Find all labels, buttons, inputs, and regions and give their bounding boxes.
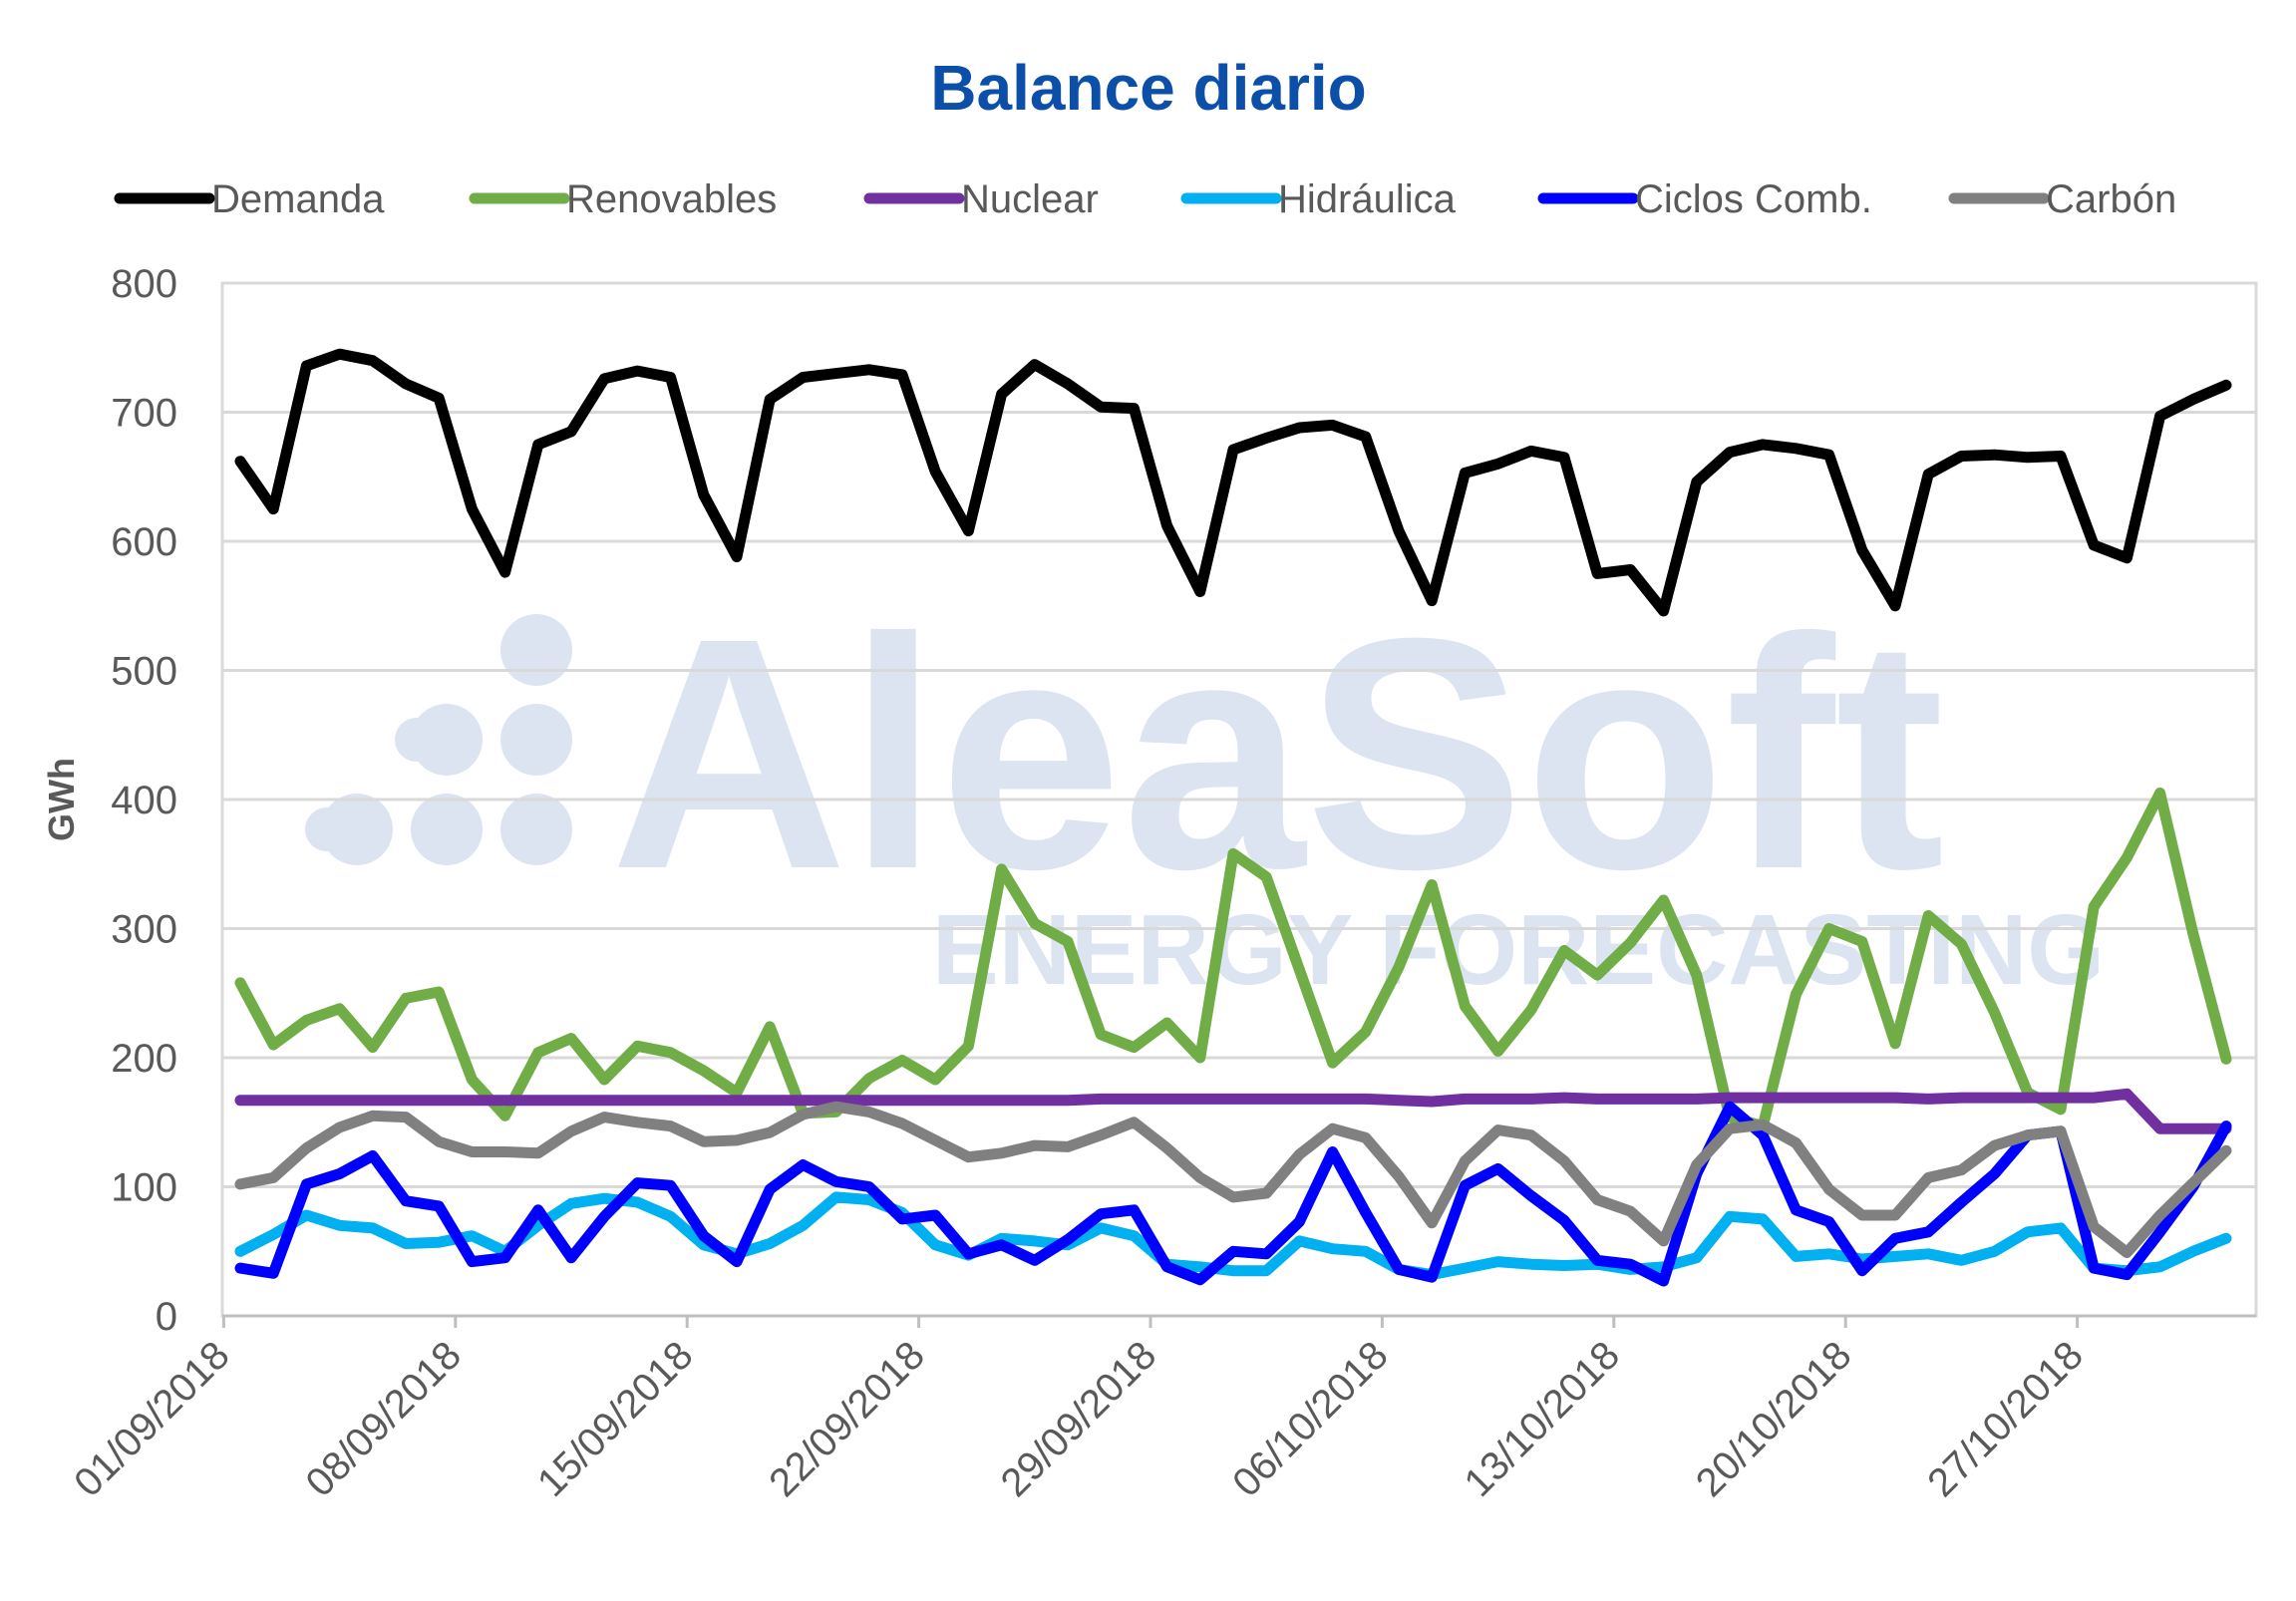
legend-label-5: Carbón	[2046, 177, 2176, 221]
x-tick-label: 15/09/2018	[529, 1333, 702, 1505]
legend-label-4: Ciclos Comb.	[1635, 177, 1872, 221]
series-line-4	[234, 1101, 2232, 1287]
series-lines	[234, 348, 2232, 1287]
series-line-0	[234, 348, 2232, 617]
y-tick-label: 700	[111, 392, 177, 436]
y-tick-label: 800	[111, 262, 177, 306]
y-axis: 0 100 200 300 400 500 600 700 800	[111, 262, 177, 1339]
gridlines	[222, 411, 2256, 1188]
x-tick-label: 20/10/2018	[1688, 1333, 1860, 1505]
x-tick-label: 29/09/2018	[993, 1333, 1165, 1505]
legend-label-3: Hidráulica	[1278, 177, 1457, 221]
y-tick-label: 400	[111, 779, 177, 822]
y-tick-label: 200	[111, 1037, 177, 1081]
x-tick-label: 01/09/2018	[66, 1333, 238, 1505]
y-tick-label: 500	[111, 650, 177, 694]
y-tick-label: 300	[111, 908, 177, 952]
watermark-logo-dots	[305, 614, 572, 865]
chart-title: Balance diario	[930, 52, 1367, 124]
watermark-main-text: AleaSoft	[610, 569, 1945, 937]
watermark: AleaSoft ENERGY FORECASTING	[305, 569, 2105, 1006]
legend: Demanda Renovables Nuclear Hidráulica Ciclos…	[114, 177, 2176, 221]
legend-label-0: Demanda	[211, 177, 385, 221]
series-line-5	[234, 1101, 2232, 1258]
series-line-1	[234, 788, 2232, 1132]
x-tick-label: 06/10/2018	[1224, 1333, 1397, 1505]
x-tick-label: 08/09/2018	[297, 1333, 470, 1505]
y-axis-label: GWh	[41, 758, 82, 841]
x-tick-label: 22/09/2018	[761, 1333, 933, 1505]
series-line-2	[234, 1088, 2232, 1134]
x-axis: 01/09/2018 08/09/2018 15/09/2018 22/09/2018…	[66, 1314, 2256, 1505]
series-line-3	[234, 1191, 2232, 1281]
legend-label-2: Nuclear	[961, 177, 1099, 221]
x-tick-label: 27/10/2018	[1919, 1333, 2092, 1505]
y-tick-label: 0	[156, 1295, 177, 1339]
y-tick-label: 100	[111, 1166, 177, 1210]
legend-label-1: Renovables	[566, 177, 777, 221]
y-tick-label: 600	[111, 520, 177, 564]
x-tick-label: 13/10/2018	[1456, 1333, 1628, 1505]
